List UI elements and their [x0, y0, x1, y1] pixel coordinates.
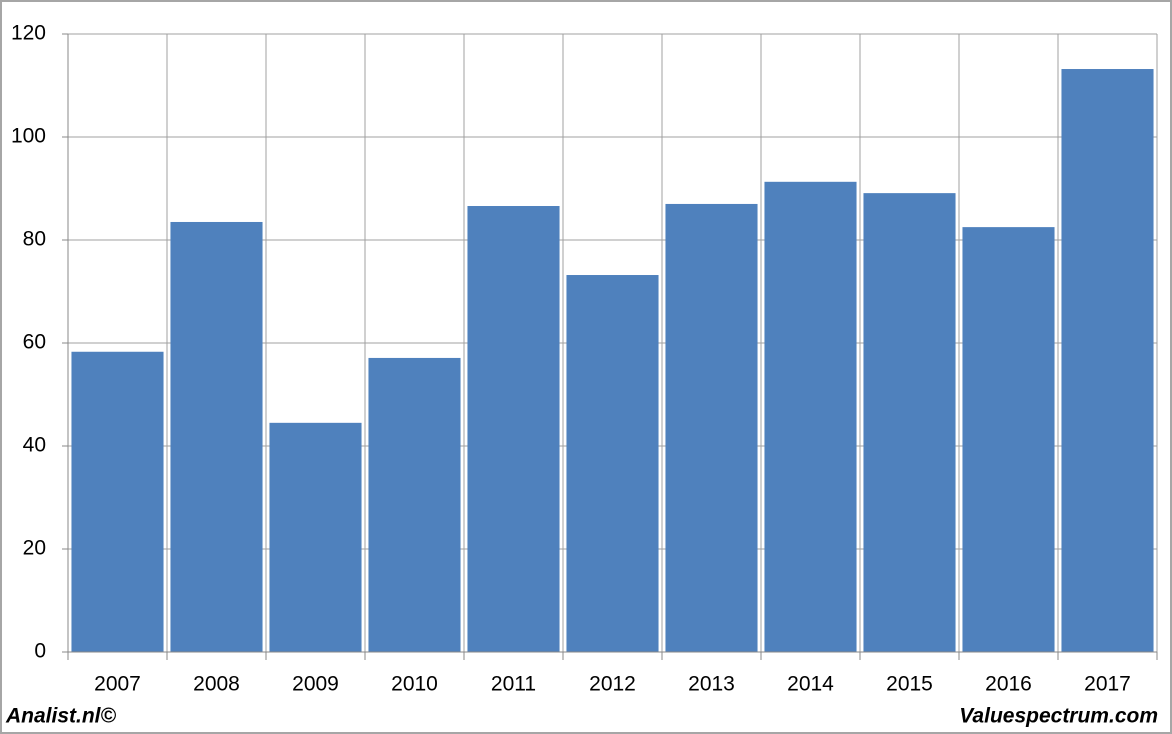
y-tick-label: 20 — [23, 537, 46, 560]
x-tick-label: 2017 — [1084, 673, 1131, 696]
bar — [962, 227, 1055, 652]
bar — [467, 206, 560, 652]
x-tick-label: 2016 — [985, 673, 1032, 696]
source-right: Valuespectrum.com — [959, 705, 1158, 728]
x-tick-label: 2007 — [94, 673, 141, 696]
y-tick-label: 100 — [11, 125, 46, 148]
bar — [1061, 69, 1154, 652]
x-tick-label: 2012 — [589, 673, 636, 696]
y-tick-label: 60 — [23, 331, 46, 354]
bar — [269, 422, 362, 652]
bar — [368, 357, 461, 652]
y-tick-label: 80 — [23, 228, 46, 251]
bar — [665, 203, 758, 652]
source-left: Analist.nl© — [5, 705, 117, 728]
y-tick-label: 40 — [23, 434, 46, 457]
y-tick-label: 120 — [11, 22, 46, 45]
bar — [764, 181, 857, 652]
bar — [71, 351, 164, 652]
y-tick-label: 0 — [34, 640, 46, 663]
x-tick-label: 2011 — [491, 673, 536, 696]
bar — [863, 193, 956, 652]
bar — [170, 221, 263, 652]
bar — [566, 275, 659, 652]
x-tick-label: 2008 — [193, 673, 240, 696]
x-tick-label: 2015 — [886, 673, 933, 696]
x-tick-label: 2013 — [688, 673, 735, 696]
x-tick-label: 2010 — [391, 673, 438, 696]
x-tick-label: 2014 — [787, 673, 834, 696]
x-tick-label: 2009 — [292, 673, 339, 696]
